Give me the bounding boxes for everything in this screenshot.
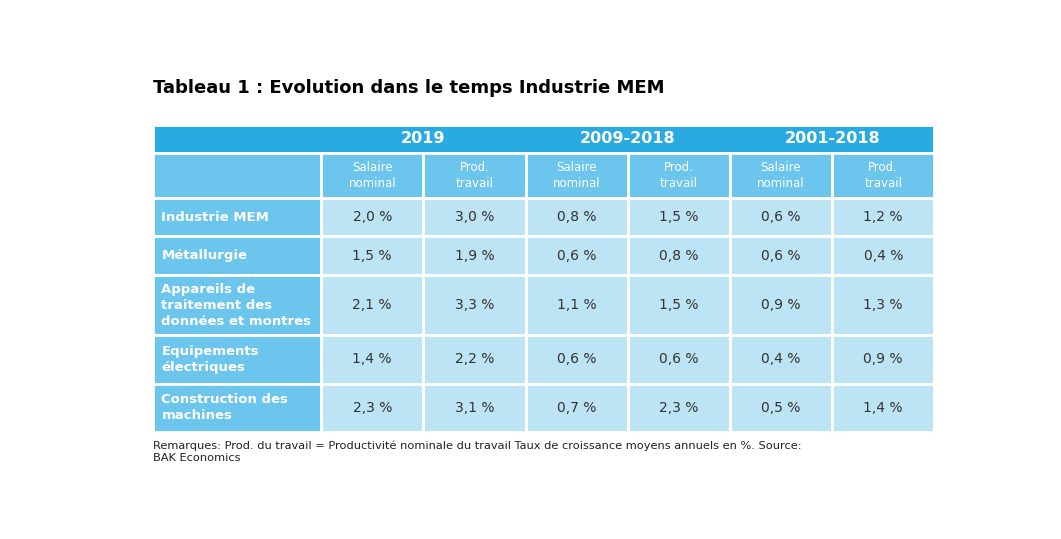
Text: 1,5 %: 1,5 % (659, 298, 698, 312)
Text: 0,8 %: 0,8 % (557, 210, 596, 224)
Bar (628, 384, 730, 432)
Bar (832, 153, 935, 198)
Text: 1,3 %: 1,3 % (864, 298, 903, 312)
Text: Salaire
nominal: Salaire nominal (553, 161, 601, 190)
Text: 2001-2018: 2001-2018 (784, 132, 880, 147)
Bar (730, 335, 832, 384)
Bar (525, 335, 628, 384)
Bar (628, 335, 730, 384)
Bar (153, 384, 321, 432)
Text: Industrie MEM: Industrie MEM (161, 211, 269, 224)
Bar (730, 275, 832, 335)
Bar (525, 237, 628, 275)
Bar (423, 237, 525, 275)
Text: 2,3 %: 2,3 % (352, 401, 392, 415)
Text: 3,0 %: 3,0 % (455, 210, 494, 224)
Text: 3,3 %: 3,3 % (455, 298, 494, 312)
Bar (423, 384, 525, 432)
Text: 2,2 %: 2,2 % (455, 353, 494, 367)
Bar (832, 198, 935, 237)
Text: 0,6 %: 0,6 % (557, 353, 596, 367)
Text: 0,5 %: 0,5 % (762, 401, 801, 415)
Bar (153, 153, 321, 198)
Text: 1,2 %: 1,2 % (864, 210, 903, 224)
Bar (153, 125, 935, 153)
Text: 2,0 %: 2,0 % (352, 210, 392, 224)
Bar (730, 384, 832, 432)
Text: Salaire
nominal: Salaire nominal (758, 161, 805, 190)
Text: 1,9 %: 1,9 % (454, 248, 494, 262)
Bar (153, 335, 321, 384)
Bar (832, 237, 935, 275)
Text: Construction des
machines: Construction des machines (161, 393, 289, 422)
Text: Prod.
travail: Prod. travail (455, 161, 493, 190)
Text: 0,6 %: 0,6 % (762, 248, 801, 262)
Text: 0,6 %: 0,6 % (557, 248, 596, 262)
Text: 1,5 %: 1,5 % (352, 248, 392, 262)
Bar (321, 237, 423, 275)
Text: 1,4 %: 1,4 % (864, 401, 903, 415)
Text: Tableau 1 : Evolution dans le temps Industrie MEM: Tableau 1 : Evolution dans le temps Indu… (153, 79, 664, 97)
Bar (832, 335, 935, 384)
Bar (832, 275, 935, 335)
Bar (832, 384, 935, 432)
Bar (628, 153, 730, 198)
Text: 0,4 %: 0,4 % (864, 248, 903, 262)
Bar (525, 384, 628, 432)
Text: Prod.
travail: Prod. travail (660, 161, 698, 190)
Bar (321, 198, 423, 237)
Text: 1,5 %: 1,5 % (659, 210, 698, 224)
Text: 0,6 %: 0,6 % (762, 210, 801, 224)
Bar (153, 275, 321, 335)
Bar (321, 335, 423, 384)
Text: 1,1 %: 1,1 % (557, 298, 596, 312)
Text: 2019: 2019 (401, 132, 446, 147)
Text: 0,6 %: 0,6 % (659, 353, 698, 367)
Text: 2,3 %: 2,3 % (659, 401, 698, 415)
Bar (525, 153, 628, 198)
Text: 2,1 %: 2,1 % (352, 298, 392, 312)
Bar (321, 275, 423, 335)
Bar (423, 198, 525, 237)
Text: 2009-2018: 2009-2018 (580, 132, 676, 147)
Bar (321, 384, 423, 432)
Text: Métallurgie: Métallurgie (161, 249, 247, 262)
Text: Equipements
électriques: Equipements électriques (161, 345, 259, 374)
Bar (525, 198, 628, 237)
Bar (628, 198, 730, 237)
Text: Appareils de
traitement des
données et montres: Appareils de traitement des données et m… (161, 282, 312, 328)
Text: 0,8 %: 0,8 % (659, 248, 698, 262)
Bar (525, 275, 628, 335)
Bar (730, 153, 832, 198)
Text: 0,9 %: 0,9 % (864, 353, 903, 367)
Bar (153, 198, 321, 237)
Bar (730, 198, 832, 237)
Text: Remarques: Prod. du travail = Productivité nominale du travail Taux de croissanc: Remarques: Prod. du travail = Productivi… (153, 440, 802, 463)
Bar (628, 237, 730, 275)
Text: 0,7 %: 0,7 % (557, 401, 596, 415)
Bar (423, 335, 525, 384)
Bar (730, 237, 832, 275)
Bar (628, 275, 730, 335)
Bar (321, 153, 423, 198)
Text: 0,4 %: 0,4 % (762, 353, 801, 367)
Bar (153, 237, 321, 275)
Text: 3,1 %: 3,1 % (455, 401, 494, 415)
Bar (423, 275, 525, 335)
Text: Prod.
travail: Prod. travail (865, 161, 902, 190)
Text: 0,9 %: 0,9 % (762, 298, 801, 312)
Text: 1,4 %: 1,4 % (352, 353, 392, 367)
Text: Salaire
nominal: Salaire nominal (348, 161, 396, 190)
Bar (423, 153, 525, 198)
